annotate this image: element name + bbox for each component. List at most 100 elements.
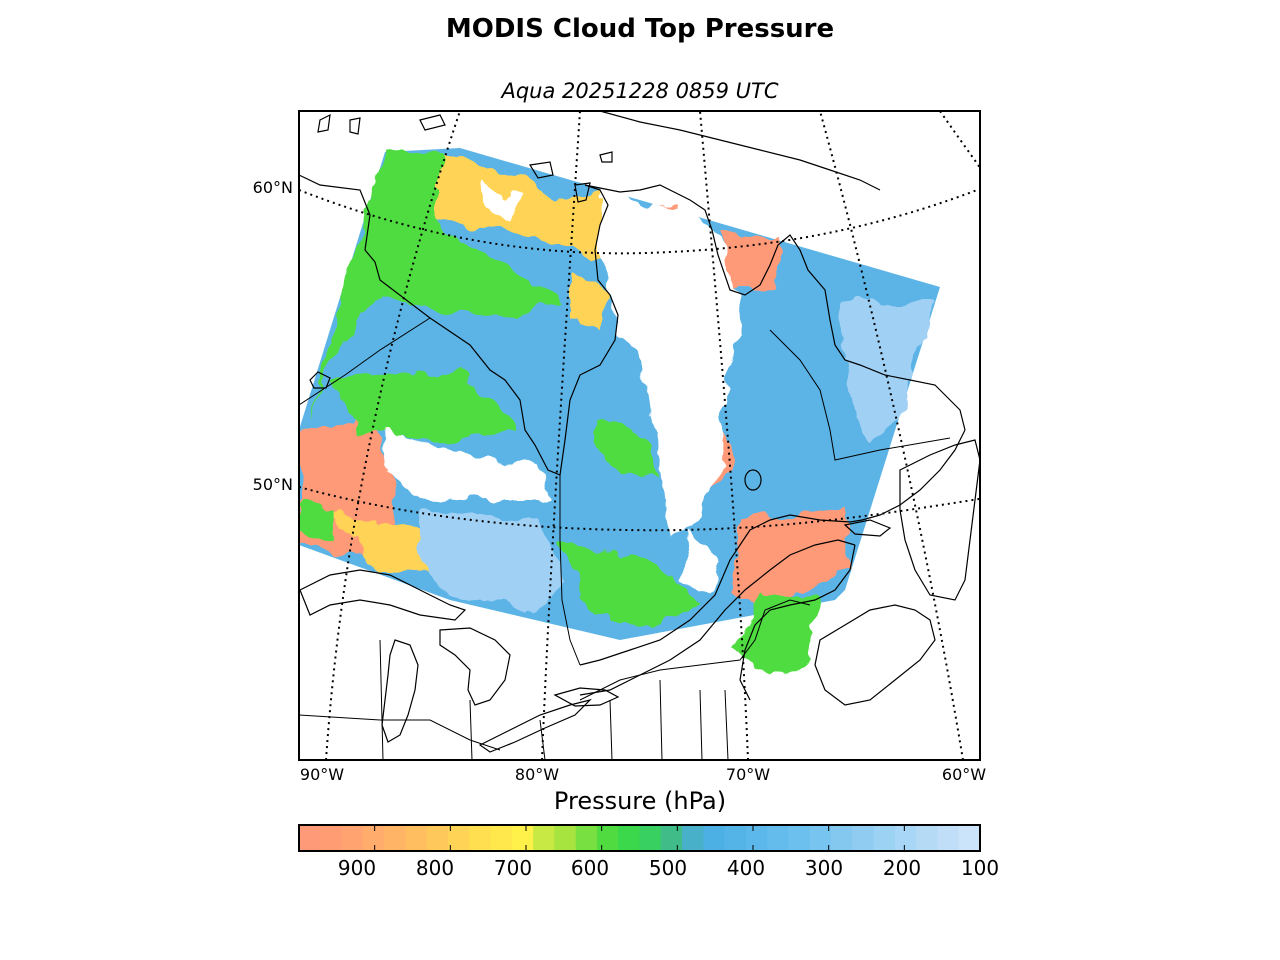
us-state-borders [379, 639, 729, 760]
colorbar-segment [511, 825, 534, 851]
lake-erie [478, 698, 592, 753]
manicouagan-ring [744, 469, 762, 491]
newfoundland [899, 439, 980, 601]
cloud-swath [299, 148, 940, 680]
cloud-mid-region [300, 500, 340, 540]
lat-label-50n: 50°N [252, 475, 293, 494]
colorbar-segment [384, 825, 407, 851]
lake-ontario [553, 687, 620, 707]
colorbar-segment [937, 825, 960, 851]
labrador-coast [849, 429, 966, 523]
colorbar-tick-500: 500 [648, 856, 688, 880]
lat-label-60n: 60°N [252, 178, 293, 197]
st-lawrence-south [579, 539, 856, 696]
cloud-midlow-region [330, 510, 440, 575]
colorbar-segment [575, 825, 598, 851]
cloud-mid-region [310, 150, 560, 420]
lake-huron [439, 627, 511, 706]
colorbar-segment [852, 825, 875, 851]
colorbar-segment [809, 825, 832, 851]
colorbar-segment [788, 825, 811, 851]
colorbar-segment [320, 825, 343, 851]
cloud-midlow-region [570, 270, 610, 330]
clear-region [480, 180, 520, 220]
james-bay-islands [529, 151, 613, 203]
cloud-mid-region [560, 540, 700, 630]
anticosti [843, 519, 892, 537]
colorbar-tick-900: 900 [337, 856, 377, 880]
cloud-mid-region [590, 420, 660, 480]
colorbar-segment [341, 825, 364, 851]
colorbar-title: Pressure (hPa) [553, 787, 727, 815]
lon-label-80w: 80°W [514, 765, 560, 784]
colorbar-segment [639, 825, 662, 851]
colorbar-tick-100: 100 [960, 856, 1000, 880]
colorbar-tick-600: 600 [570, 856, 610, 880]
clear-region [600, 190, 740, 540]
colorbar-tick-300: 300 [804, 856, 844, 880]
colorbar-segment [469, 825, 492, 851]
cloud-low-region [730, 510, 850, 610]
colorbar [299, 825, 981, 851]
clear-region [680, 530, 720, 590]
colorbar-segment [426, 825, 449, 851]
colorbar-segment [660, 825, 683, 851]
lon-label-70w: 70°W [725, 765, 771, 784]
colorbar-tick-700: 700 [493, 856, 533, 880]
colorbar-segment [916, 825, 939, 851]
meridian-70w [699, 111, 749, 760]
nova-scotia [814, 604, 936, 706]
clear-region [380, 430, 550, 500]
colorbar-segment [596, 825, 619, 851]
figure-title: MODIS Cloud Top Pressure [445, 14, 835, 44]
figure-subtitle: Aqua 20251228 0859 UTC [501, 79, 779, 103]
manitoba-ontario-border [299, 317, 431, 406]
lon-label-90w: 90°W [299, 765, 345, 784]
coastlines [299, 111, 980, 753]
cloud-mid-region [330, 370, 520, 440]
colorbar-segment [405, 825, 428, 851]
colorbar-segment [533, 825, 555, 851]
cloud-veryhigh-region [420, 510, 570, 610]
quebec-labrador-border [769, 329, 951, 461]
colorbar-segment [724, 825, 747, 851]
colorbar-segment [362, 825, 385, 851]
lake-superior [299, 569, 467, 621]
colorbar-segment [703, 825, 726, 851]
lake-michigan [381, 639, 419, 743]
lon-label-60w: 60°W [941, 765, 987, 784]
meridian-90w [325, 111, 461, 760]
colorbar-segment [447, 825, 470, 851]
nb-quebec-border [764, 599, 811, 611]
colorbar-segment [618, 825, 641, 851]
colorbar-segment [767, 825, 790, 851]
colorbar-segment [958, 825, 981, 851]
colorbar-frame [298, 824, 981, 852]
meridian-50w [939, 111, 980, 170]
ontario-quebec-border [559, 475, 581, 666]
parallel-60n [299, 187, 980, 255]
meridian-80w [541, 111, 581, 760]
lake-winnipeg [309, 371, 331, 389]
arctic-islands [317, 113, 446, 135]
colorbar-segment [873, 825, 896, 851]
colorbar-tick-800: 800 [415, 856, 455, 880]
map-area [299, 111, 980, 760]
gaspe-nb-coast [739, 544, 856, 701]
map-frame [298, 110, 981, 761]
baffin-coast [599, 111, 881, 191]
ungava-coast [584, 184, 966, 431]
hudson-bay-coast [299, 174, 619, 476]
colorbar-segment [682, 825, 704, 851]
colorbar-segment [554, 825, 577, 851]
colorbar-segment [490, 825, 513, 851]
us-canada-border [299, 609, 766, 751]
colorbar-segment [894, 825, 917, 851]
cloud-mid-region [735, 590, 820, 680]
colorbar-segment [745, 825, 768, 851]
st-lawrence-north [579, 514, 851, 666]
colorbar-tick-200: 200 [882, 856, 922, 880]
colorbar-segment [831, 825, 853, 851]
